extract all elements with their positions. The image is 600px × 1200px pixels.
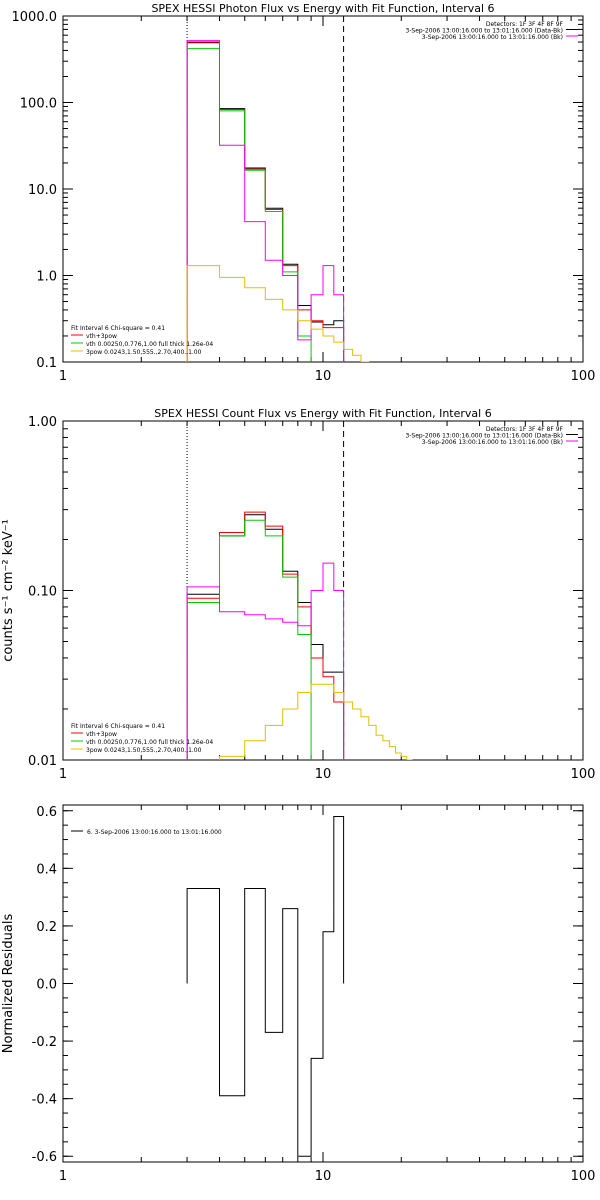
legend-label: 3-Sep-2006 13:00:16.000 to 13:01:16.000 … [422, 34, 563, 41]
y-tick-label: 1000.0 [12, 10, 58, 25]
x-axis: 1 10 100 [59, 805, 596, 1184]
legend-label: vth 0.00250,0.776,1.00 full thick 1.26e-… [86, 739, 213, 746]
y-tick-label: -0.4 [32, 1093, 57, 1108]
legend: 6. 3-Sep-2006 13:00:16.000 to 13:01:16.0… [71, 829, 222, 836]
x-tick-label: 1 [59, 369, 67, 384]
y-tick-label: 0.1 [36, 356, 57, 371]
y-tick-label: 0.01 [28, 754, 57, 769]
legend-label: vth+3pow [86, 731, 117, 738]
y-axis: -0.6 -0.4 -0.2 0.0 0.2 0.4 0.6 [32, 805, 583, 1165]
y-tick-label: 1.00 [28, 415, 57, 430]
series-2-line [186, 511, 345, 760]
series-group [186, 816, 345, 1157]
y-tick-label: 0.4 [36, 862, 57, 877]
y-tick-label: -0.2 [32, 1035, 57, 1050]
y-tick-label: 1.0 [36, 270, 57, 285]
legend-top: Detectors: 1F 3F 4F 8F 9F3-Sep-2006 13:0… [405, 21, 578, 41]
x-tick-label: 10 [315, 767, 332, 782]
y-axis-label: Normalized Residuals [1, 914, 16, 1054]
legend-label: vth 0.00250,0.776,1.00 full thick 1.26e-… [86, 341, 213, 348]
x-tick-label: 10 [315, 1169, 332, 1184]
legend-label: Detectors: 1F 3F 4F 8F 9F [486, 426, 564, 433]
y-tick-label: 0.2 [36, 920, 57, 935]
panel-3: 1 10 100 -0.6 -0.4 -0.2 0.0 0.2 0.4 0.6 Normalized… [1, 804, 596, 1184]
series-1-line [186, 816, 345, 1157]
series-4-line [186, 562, 345, 760]
legend-label: 6. 3-Sep-2006 13:00:16.000 to 13:01:16.0… [87, 829, 222, 836]
y-axis-label: counts s⁻¹ cm⁻² keV⁻¹ [1, 519, 16, 662]
series-1-line [186, 42, 345, 362]
legend-label: Fit Interval 6 Chi-square = 0.41 [71, 723, 165, 730]
panel-2: SPEX HESSI Count Flux vs Energy with Fit… [1, 407, 595, 782]
legend-label: 3-Sep-2006 13:00:16.000 to 13:01:16.000 … [405, 433, 563, 440]
legend-label: 3pow 0.0243,1.50,555.,2.70,400.,1.00 [86, 349, 202, 356]
legend-bottom: Fit Interval 6 Chi-square = 0.41vth+3pow… [71, 325, 213, 356]
series-3-line [186, 48, 312, 362]
chart-title: SPEX HESSI Photon Flux vs Energy with Fi… [151, 2, 494, 15]
legend-label: 3pow 0.0243,1.50,555.,2.70,400.,1.00 [86, 747, 202, 754]
chart-title: SPEX HESSI Count Flux vs Energy with Fit… [154, 407, 491, 420]
y-tick-label: -0.6 [32, 1150, 57, 1165]
legend-label: 3-Sep-2006 13:00:16.000 to 13:01:16.000 … [405, 28, 563, 35]
legend-label: 3-Sep-2006 13:00:16.000 to 13:01:16.000 … [422, 439, 563, 446]
y-axis: 0.1 1.0 10.0 100.0 1000.0 [12, 10, 583, 371]
y-tick-label: 0.10 [28, 585, 57, 600]
series-4-line [186, 40, 345, 362]
y-tick-label: 0.0 [36, 978, 57, 993]
x-tick-label: 100 [571, 369, 596, 384]
x-tick-label: 1 [59, 767, 67, 782]
x-tick-label: 100 [571, 1169, 596, 1184]
legend-label: vth+3pow [86, 333, 117, 340]
series-group [186, 40, 370, 362]
legend-bottom: Fit Interval 6 Chi-square = 0.41vth+3pow… [71, 723, 213, 754]
plot-frame [62, 15, 584, 363]
x-axis: 1 10 100 [59, 421, 596, 782]
y-axis: 0.01 0.10 1.00 [28, 415, 583, 769]
legend-top: Detectors: 1F 3F 4F 8F 9F3-Sep-2006 13:0… [405, 426, 578, 446]
y-tick-label: 10.0 [28, 183, 57, 198]
series-5-line [186, 265, 370, 362]
legend-label: Detectors: 1F 3F 4F 8F 9F [486, 21, 564, 28]
x-axis: 1 10 100 [59, 16, 596, 384]
x-tick-label: 1 [59, 1169, 67, 1184]
x-tick-label: 10 [315, 369, 332, 384]
series-5-line [219, 683, 413, 760]
series-group [186, 511, 413, 760]
panel-1: SPEX HESSI Photon Flux vs Energy with Fi… [12, 2, 596, 384]
y-tick-label: 100.0 [20, 97, 57, 112]
legend-label: Fit Interval 6 Chi-square = 0.41 [71, 325, 165, 332]
x-tick-label: 100 [571, 767, 596, 782]
series-3-line [186, 519, 312, 760]
y-tick-label: 0.6 [36, 805, 57, 820]
